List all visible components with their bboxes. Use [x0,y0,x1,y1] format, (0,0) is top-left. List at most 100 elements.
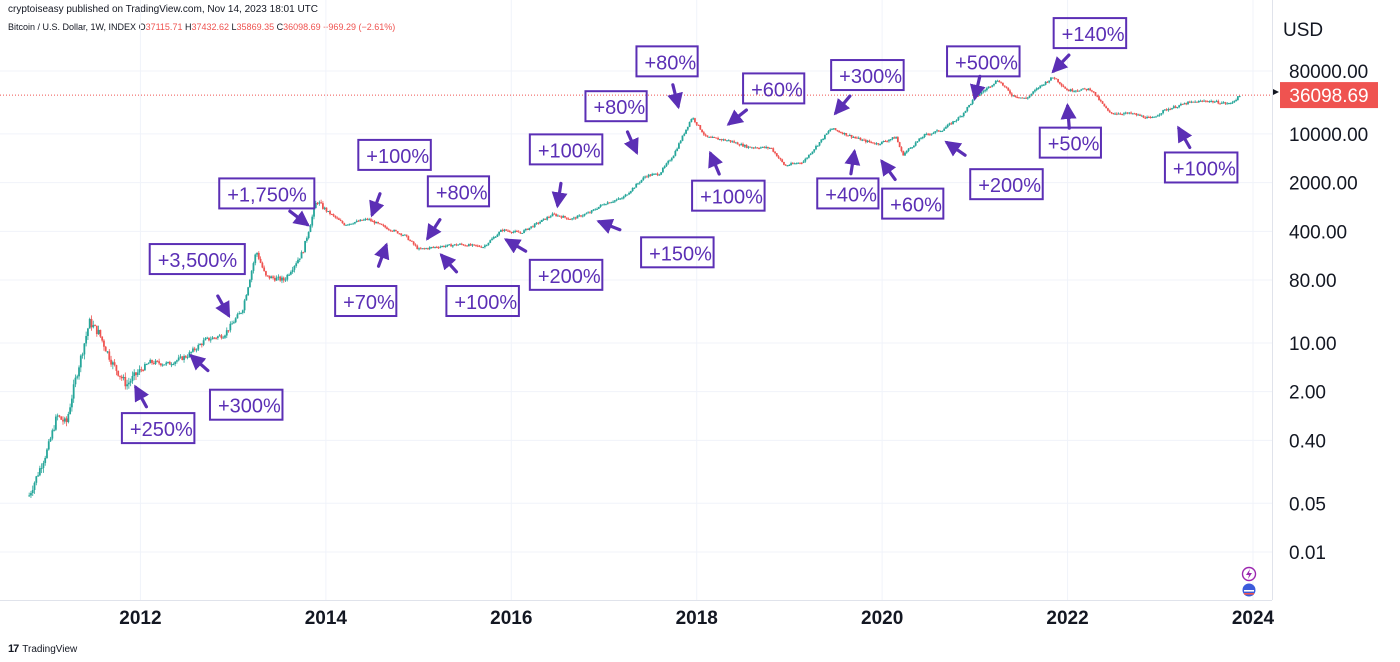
candle [1103,103,1106,107]
candle [847,135,849,137]
candle [772,147,775,153]
candle [1171,107,1173,110]
candle [1073,90,1075,93]
candle [460,242,463,246]
candle [665,162,668,167]
candle [451,244,454,248]
candle [394,229,397,232]
candle [1222,101,1225,104]
candle [103,339,105,351]
candle [136,369,139,378]
annotation-arrow [215,294,231,319]
candle [507,229,509,232]
candle [556,214,559,217]
annotation-1: +250% [120,384,196,445]
annotation-label: +500% [955,52,1018,74]
candle [937,130,940,132]
candle [54,414,57,431]
symbol-label[interactable]: Bitcoin / U.S. Dollar, 1W, INDEX [8,22,137,32]
candle [314,200,317,209]
candle [777,155,780,159]
candle [1037,86,1040,90]
annotation-22: +50% [1038,103,1102,159]
candle [197,343,200,352]
candle [549,215,552,219]
tradingview-logo-icon[interactable]: 17 [8,643,19,655]
candle [742,142,744,148]
candle [389,229,392,232]
ohlc-legend: Bitcoin / U.S. Dollar, 1W, INDEX O37115.… [8,22,395,32]
candle [339,218,342,222]
candle [346,224,349,226]
candle [654,173,657,175]
annotation-arrow [623,130,639,155]
candle [985,86,988,92]
annotation-arrow [596,218,622,234]
candle [1025,96,1027,99]
candle [818,142,821,147]
candle [1235,98,1237,102]
annotation-label: +300% [218,396,281,418]
candle [610,201,613,204]
price-axis[interactable]: USD 80000.00 10000.00 2000.00 400.00 80.00 10… [1283,20,1368,564]
candle [674,149,677,157]
candle [412,241,415,246]
candle [1069,88,1072,92]
candle [836,129,839,132]
candle [1140,114,1143,117]
candle [309,224,312,233]
candle [920,136,922,140]
candle [1149,115,1152,119]
candle [519,231,522,234]
candle [905,150,908,154]
candle [1058,81,1061,85]
candle [67,411,70,424]
candle [704,133,707,137]
candle [672,155,675,159]
candle [108,349,111,362]
candle [1155,115,1157,118]
candle [804,157,807,163]
candle [245,294,248,301]
candle [167,361,169,364]
annotation-arrow [944,140,967,157]
candle [127,377,130,389]
high-label: H [184,22,192,32]
lightning-icon[interactable] [1241,566,1257,582]
candle [695,121,698,127]
candle [1044,81,1047,86]
candle [302,251,305,254]
candle [257,251,260,261]
candle [400,233,403,237]
candle [405,234,408,238]
annotation-label: +150% [649,243,712,265]
candle [1229,102,1232,105]
candle [104,345,107,352]
candle [211,335,214,340]
candle [129,378,132,387]
candle [1160,113,1163,116]
annotation-arrow [288,209,310,227]
candle [993,83,995,87]
x-tick-label: 2018 [676,608,718,629]
candle [117,370,120,377]
candle [161,363,164,367]
candle [888,139,890,143]
candle [487,242,490,246]
candle [357,219,360,222]
candle [921,136,924,140]
candle [615,198,618,202]
time-axis[interactable]: 2012 2014 2016 2018 2020 2022 2024 [119,608,1274,629]
candle [46,448,48,459]
candle [656,172,659,177]
candle [498,231,501,237]
candle [1016,95,1019,99]
footer-brand[interactable]: TradingView [22,643,78,655]
candle [441,245,444,248]
candle [1178,104,1181,109]
candle [430,246,433,249]
candle [553,212,556,215]
candle [645,175,648,178]
candle [838,130,841,133]
